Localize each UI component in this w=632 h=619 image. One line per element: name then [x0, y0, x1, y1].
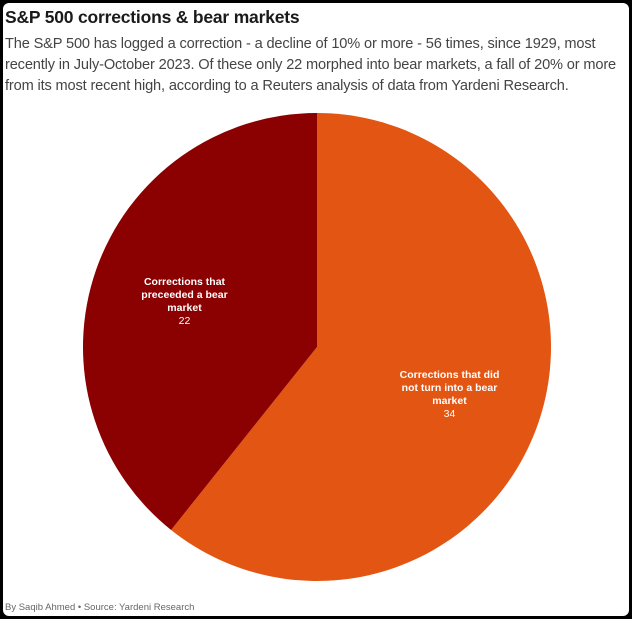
pie-chart: Corrections that did not turn into a bear…	[82, 113, 551, 581]
source-credit: By Saqib Ahmed • Source: Yardeni Researc…	[5, 602, 195, 613]
pie-slice-value-1: 22	[179, 315, 191, 327]
pie-slice-0	[171, 113, 551, 581]
pie-slice-label-0: Corrections that did not turn into a bear…	[400, 369, 500, 407]
chart-subtitle: The S&P 500 has logged a correction - a …	[5, 36, 617, 94]
pie-slice-label-1: Corrections that preceeded a bear market	[141, 276, 227, 314]
pie-slice-1	[82, 113, 317, 530]
chart-title: S&P 500 corrections & bear markets	[5, 7, 300, 27]
chart-card: S&P 500 corrections & bear markets The S…	[3, 3, 629, 616]
pie-slice-value-0: 34	[444, 408, 456, 420]
